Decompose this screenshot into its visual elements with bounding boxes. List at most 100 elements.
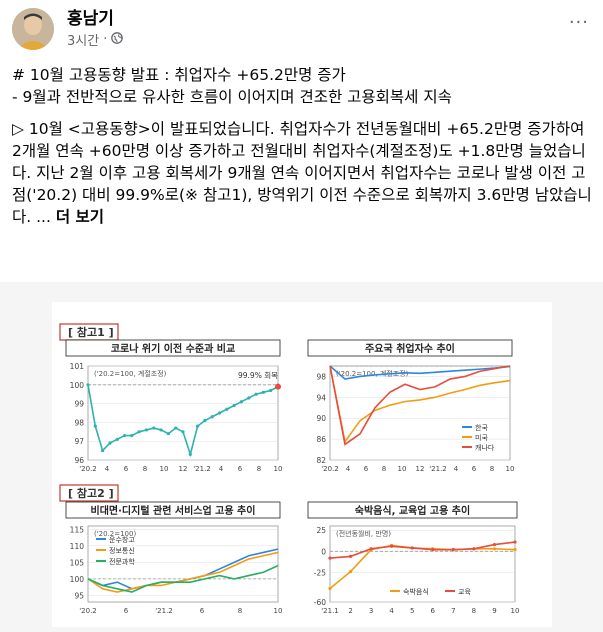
x-tick-label: '20.2: [321, 465, 339, 473]
data-point: [144, 428, 149, 432]
more-options-button[interactable]: ···: [568, 12, 589, 33]
section2-tag-box: [59, 484, 119, 502]
author-name[interactable]: 홍남기: [67, 9, 114, 29]
post-time[interactable]: 3시간: [67, 34, 100, 49]
post-body: ▷ 10월 <고용동향>이 발표되었습니다. 취업자수가 전년동월대비 +65.…: [12, 118, 597, 228]
data-point: [472, 547, 476, 551]
chart-title-box: [307, 501, 518, 519]
x-tick-label: 6: [200, 607, 205, 615]
x-tick-label: '21.2: [155, 607, 173, 615]
data-point: [492, 542, 497, 547]
data-point: [108, 441, 112, 445]
legend-label: 교육: [458, 588, 471, 596]
data-point: [210, 415, 214, 419]
chart-major-countries: 주요국 취업자수 추이('20.2=100, 계절조정)9894908682'2…: [307, 339, 514, 473]
data-point: [513, 540, 517, 544]
data-point: [203, 418, 207, 423]
author-avatar[interactable]: [12, 8, 54, 50]
chart-title: 주요국 취업자수 추이: [365, 342, 455, 355]
data-point: [348, 554, 353, 558]
series-line: [87, 564, 279, 593]
x-tick-label: 9: [492, 607, 496, 615]
y-tick-label: 94: [316, 393, 326, 402]
chart-accommodation-education: 숙박음식, 교육업 고용 추이(전년동월비, 만명)250-25-60'21.1…: [307, 501, 519, 615]
y-tick-label: 99: [74, 400, 84, 409]
legend-label: 숙박음식: [403, 587, 429, 596]
chart-note: ('20.2=100, 계절조정): [94, 369, 167, 378]
x-tick-label: 12: [416, 465, 425, 473]
post-body-text: ▷ 10월 <고용동향>이 발표되었습니다. 취업자수가 전년동월대비 +65.…: [12, 120, 592, 226]
chart-title-box: [307, 339, 513, 357]
data-point: [492, 547, 497, 551]
chart-title-box: [65, 339, 281, 357]
data-point: [451, 548, 455, 552]
data-point: [152, 426, 156, 430]
x-tick-label: 7: [451, 607, 455, 615]
x-tick-label: 10: [398, 465, 407, 473]
x-tick-label: '21.2: [429, 465, 447, 473]
y-tick-label: 90: [316, 414, 326, 423]
chart-title: 코로나 위기 이전 수준과 비교: [111, 342, 235, 355]
x-tick-label: 4: [105, 465, 110, 473]
data-point: [239, 400, 244, 404]
post-image[interactable]: [ 참고1 ] [ 참고2 ] 코로나 위기 이전 수준과 비교 ('20.2=1…: [0, 282, 603, 632]
y-tick-label: 82: [316, 456, 326, 465]
data-point: [159, 428, 163, 432]
y-tick-label: -25: [314, 568, 326, 577]
data-point: [122, 433, 127, 438]
y-tick-label: 25: [316, 526, 326, 535]
y-tick-label: 115: [70, 525, 85, 534]
x-tick-label: 6: [431, 607, 436, 615]
legend-label: 정보통신: [109, 546, 135, 555]
x-tick-label: 10: [274, 465, 283, 473]
data-point: [174, 426, 178, 430]
y-tick-label: 95: [74, 591, 84, 600]
y-tick-label: 110: [70, 542, 85, 551]
x-tick-label: 8: [382, 465, 386, 473]
post-text: # 10월 고용동향 발표 : 취업자수 +65.2만명 증가 - 9월과 전반…: [12, 64, 597, 228]
y-tick-label: 100: [70, 575, 85, 584]
data-point: [431, 548, 435, 552]
x-tick-label: 6: [472, 465, 477, 473]
highlight-point: [275, 383, 281, 390]
plot-area: [329, 525, 516, 603]
y-tick-label: 98: [316, 372, 326, 381]
legend-label: 전문과학: [109, 557, 135, 566]
data-point: [390, 544, 394, 548]
data-point: [247, 396, 251, 400]
annotation: 99.9% 회복: [238, 371, 278, 380]
chart-employment-vs-precovid: 코로나 위기 이전 수준과 비교 ('20.2=100, 계절조정) 101 100 9…: [65, 339, 283, 473]
y-tick-label: 98: [74, 418, 84, 427]
data-point: [166, 432, 170, 436]
data-point: [188, 452, 192, 456]
series-line: [87, 551, 279, 593]
chart-note: ('20.2=100, 계절조정): [336, 369, 409, 378]
globe-icon: [111, 31, 124, 48]
x-tick-label: '21.1: [321, 607, 339, 615]
chart-note: ('20.2=100): [94, 530, 136, 538]
legend-label: 미국: [475, 433, 488, 442]
data-point: [328, 586, 332, 591]
data-point: [410, 546, 414, 550]
x-tick-label: 6: [364, 465, 369, 473]
x-tick-label: 4: [346, 465, 351, 473]
data-point: [369, 547, 373, 551]
chart-title-box: [65, 501, 281, 519]
data-point: [196, 424, 200, 428]
data-point: [101, 449, 105, 453]
series-line: [329, 365, 511, 444]
x-tick-label: '20.2: [79, 465, 97, 473]
x-tick-label: 8: [472, 607, 476, 615]
x-tick-label: 3: [369, 607, 373, 615]
series-line: [329, 365, 511, 446]
y-tick-label: 105: [70, 558, 85, 567]
chart-title: 비대면·디지털 관련 서비스업 고용 추이: [91, 504, 256, 517]
data-point: [137, 430, 141, 434]
x-tick-label: 2: [348, 607, 352, 615]
see-more-link[interactable]: 더 보기: [55, 208, 105, 226]
y-tick-label: -60: [314, 598, 326, 607]
data-point: [86, 383, 90, 387]
y-tick-label: 96: [74, 456, 84, 465]
y-tick-label: 0: [321, 547, 326, 556]
x-tick-label: 8: [143, 465, 147, 473]
